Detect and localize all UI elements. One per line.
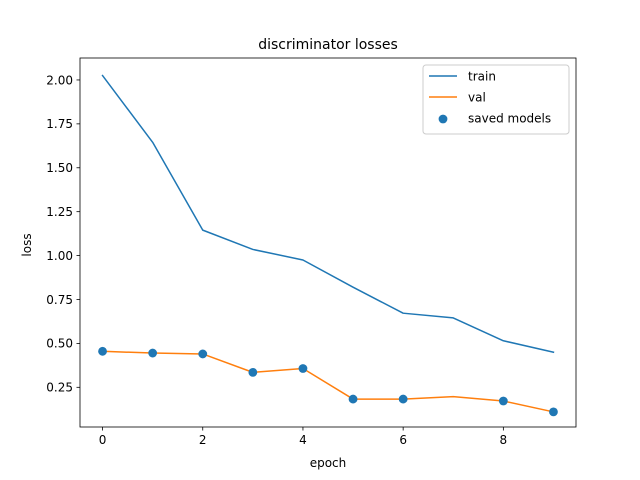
scatter-point-saved-models xyxy=(549,407,558,417)
y-tick-label: 0.75 xyxy=(46,293,73,307)
legend-box xyxy=(422,64,570,135)
axes: 0 2 4 6 8 0.25 0.50 0.75 1.00 1.25 1.50 1.75 2.00 xyxy=(46,57,577,447)
y-tick-label: 1.25 xyxy=(46,205,73,219)
series-line-train xyxy=(101,74,555,354)
y-tick-label: 1.00 xyxy=(46,249,73,263)
scatter-point-saved-models xyxy=(148,348,158,358)
scatter-point-saved-models xyxy=(348,394,358,404)
legend-label-val: val xyxy=(468,90,486,104)
x-tick-label: 0 xyxy=(99,433,107,447)
x-axis-label: epoch xyxy=(310,456,347,470)
x-tick-label: 6 xyxy=(399,433,407,447)
axes-frame xyxy=(79,57,577,428)
y-tick-label: 0.25 xyxy=(46,381,73,395)
scatter-point-saved-models xyxy=(298,364,308,373)
legend-label-train: train xyxy=(468,69,496,83)
x-tick-label: 2 xyxy=(199,433,207,447)
x-tick-label: 8 xyxy=(500,433,508,447)
legend-label-saved-models: saved models xyxy=(468,111,551,125)
scatter-point-saved-models xyxy=(398,394,408,404)
scatter-point-saved-models xyxy=(98,346,107,356)
scatter-point-saved-models xyxy=(248,367,258,377)
y-tick-label: 1.50 xyxy=(46,161,73,175)
y-tick-label: 1.75 xyxy=(46,117,73,131)
x-tick-label: 4 xyxy=(299,433,307,447)
y-axis-label: loss xyxy=(20,233,34,256)
y-tick-label: 0.50 xyxy=(46,337,73,351)
scatter-point-saved-models xyxy=(498,396,508,406)
legend: train val saved models xyxy=(422,64,570,135)
scatter-point-saved-models xyxy=(198,349,208,359)
chart-title: discriminator losses xyxy=(258,37,398,53)
series-line-val xyxy=(101,350,555,413)
legend-swatch-saved-models xyxy=(438,114,448,124)
plot-area xyxy=(98,74,558,417)
y-tick-label: 2.00 xyxy=(46,73,73,87)
